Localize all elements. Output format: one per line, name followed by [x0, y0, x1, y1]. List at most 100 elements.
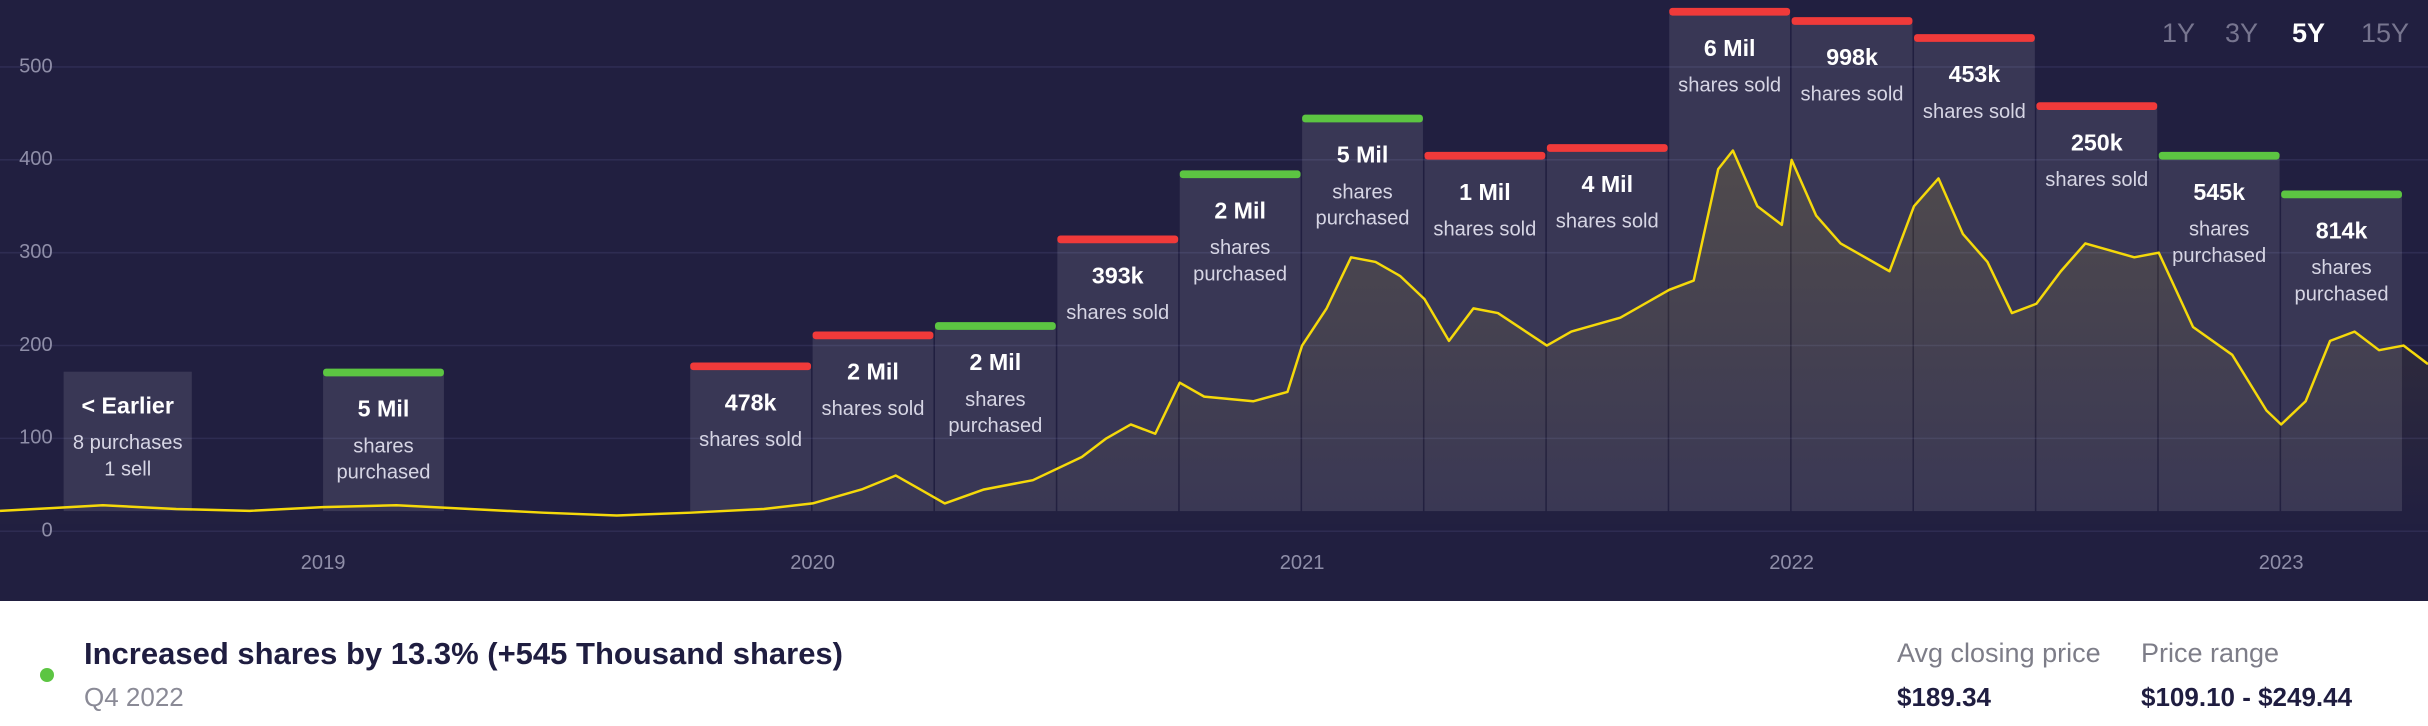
trade-label: 250k shares sold — [2036, 108, 2157, 511]
x-tick-label: 2023 — [2259, 552, 2304, 574]
trade-label: 453k shares sold — [1914, 40, 2035, 511]
box-val: 545k — [2193, 179, 2246, 207]
trade-bar — [1791, 17, 1913, 25]
trade-text: 5 Mil shares purchased — [1302, 121, 1423, 511]
box-note: shares sold — [1678, 72, 1782, 97]
trade-bar — [1546, 144, 1668, 152]
trade-bar — [1057, 235, 1179, 244]
box-note: shares sold — [1433, 216, 1537, 241]
trade-text: 2 Mil shares purchased — [935, 328, 1056, 511]
trade-bar — [1302, 114, 1423, 123]
trade-text: 2 Mil shares purchased — [1180, 177, 1301, 511]
trade-bar — [1914, 34, 2035, 42]
y-tick-label: 100 — [19, 427, 53, 449]
price-line — [0, 149, 2428, 517]
box-val: 5 Mil — [1336, 142, 1389, 169]
stat-label: Avg closing price — [1897, 638, 2101, 668]
trade-bar — [2158, 151, 2280, 160]
trade-box — [690, 368, 812, 512]
box-val: 2 Mil — [969, 350, 1022, 377]
trade-label: 2 Mil shares purchased — [935, 328, 1056, 511]
box-val: 2 Mil — [847, 359, 899, 386]
trade-box — [63, 371, 192, 512]
trade-label: 478k shares sold — [690, 369, 811, 511]
trade-text: 6 Mil shares sold — [1669, 14, 1790, 511]
trade-label: 545k shares purchased — [2159, 158, 2280, 511]
box-note earlier-line2: 1 sell — [104, 456, 152, 481]
box-note: shares sold — [1555, 209, 1659, 233]
trade-bar — [2281, 190, 2402, 199]
box-note: shares purchased — [1193, 235, 1288, 286]
trade-bar — [1669, 7, 1791, 16]
trade-label: 998k shares sold — [1792, 23, 1913, 511]
trade-bar — [934, 322, 1056, 330]
range-button[interactable]: 5Y — [2292, 18, 2326, 48]
y-tick-label: 300 — [19, 241, 53, 263]
stat-value: $189.34 — [1897, 682, 1991, 712]
trade-label: 4 Mil shares sold — [1547, 150, 1668, 511]
trade-text: 5 Mil shares purchased — [323, 375, 444, 511]
box-val: 814k — [2315, 218, 2368, 245]
box-note: shares sold — [1800, 82, 1904, 106]
box-note: shares purchased — [2294, 255, 2389, 306]
range-button[interactable]: 1Y — [2162, 18, 2196, 48]
price-area — [0, 150, 2428, 532]
box-val: 998k — [1826, 45, 1878, 72]
trade-bar — [323, 368, 444, 377]
trade-bar — [1424, 151, 1546, 160]
trade-text: 4 Mil shares sold — [1547, 150, 1668, 511]
summary-title: Increased shares by 13.3% (+545 Thousand… — [84, 636, 844, 671]
trade-box — [812, 337, 934, 512]
range-button[interactable]: 15Y — [2361, 18, 2410, 48]
price-line — [0, 149, 2428, 532]
y-tick-label: 400 — [19, 148, 53, 170]
y-tick-label: 500 — [19, 55, 53, 77]
box-val: 453k — [1948, 62, 2001, 89]
trade-bar — [2036, 102, 2158, 111]
y-tick-label: 200 — [19, 334, 53, 356]
x-tick-label: 2022 — [1769, 552, 1814, 574]
trade-bar — [812, 331, 934, 340]
box-note: shares sold — [1922, 99, 2026, 123]
box-val: 2 Mil — [1214, 198, 1266, 225]
trade-label: 5 Mil shares purchased — [1302, 121, 1423, 511]
trade-box — [323, 374, 444, 512]
trade-label: 814k shares purchased — [2281, 197, 2402, 511]
box-note: shares purchased — [948, 387, 1043, 437]
trade-text: 250k shares sold — [2036, 108, 2157, 511]
trade-text: 1 Mil shares sold — [1424, 158, 1545, 511]
trade-text: 478k shares sold — [690, 369, 811, 511]
chart: 010020030040050020192020202120222023 5 M… — [0, 0, 2428, 601]
trade-label: 393k shares sold — [1057, 242, 1178, 511]
box-val: 4 Mil — [1581, 171, 1634, 199]
trade-label: 2 Mil shares sold — [813, 338, 934, 511]
box-val: 1 Mil — [1459, 179, 1511, 207]
box-note: shares purchased — [2172, 216, 2267, 267]
box-val: 393k — [1091, 263, 1144, 290]
box-note: shares sold — [821, 396, 925, 420]
box-val: 5 Mil — [357, 396, 410, 423]
stat-value: $109.10 - $249.44 — [2141, 682, 2353, 712]
trade-text: 393k shares sold — [1057, 242, 1178, 511]
x-tick-label: 2020 — [790, 552, 835, 574]
box-val: 250k — [2070, 130, 2123, 157]
box-note: shares sold — [1066, 300, 1170, 324]
trade-text: 814k shares purchased — [2281, 197, 2402, 511]
box-note: shares purchased — [336, 433, 431, 484]
trade-text: 545k shares purchased — [2159, 158, 2280, 511]
trade-label: 6 Mil shares sold — [1669, 14, 1790, 511]
summary-period: Q4 2022 — [84, 682, 184, 712]
range-button[interactable]: 3Y — [2225, 18, 2259, 48]
trade-text: 453k shares sold — [1914, 40, 2035, 511]
box-note: shares sold — [699, 427, 803, 451]
trade-text: 2 Mil shares sold — [813, 338, 934, 511]
trade-text: 998k shares sold — [1792, 23, 1913, 511]
status-dot — [40, 668, 54, 682]
box-note: shares sold — [2045, 167, 2149, 191]
x-tick-label: 2019 — [301, 552, 346, 574]
trade-label: 1 Mil shares sold — [1424, 158, 1545, 511]
stat-label: Price range — [2141, 638, 2280, 668]
trade-text: < Earlier 8 purchases 1 sell — [64, 372, 192, 511]
trade-bar — [690, 362, 812, 371]
